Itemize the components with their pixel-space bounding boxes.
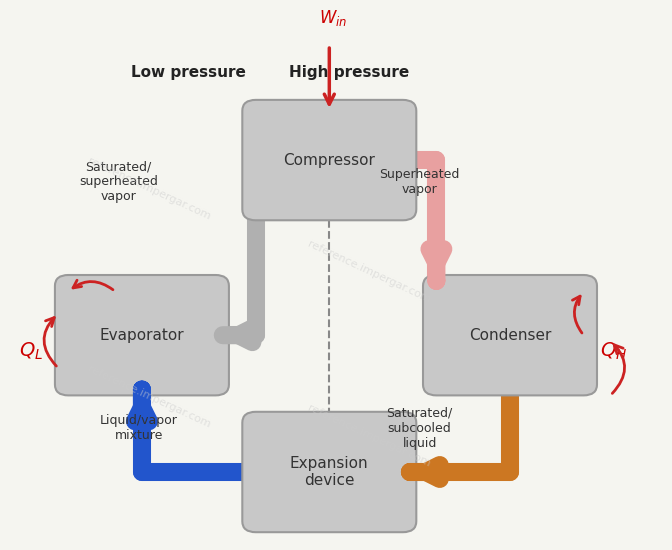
FancyBboxPatch shape [423,275,597,395]
Text: reference.impergar.com: reference.impergar.com [85,156,212,222]
Text: $W_{in}$: $W_{in}$ [319,8,347,28]
Text: Low pressure: Low pressure [131,65,246,80]
FancyBboxPatch shape [55,275,229,395]
Text: $Q_H$: $Q_H$ [600,341,628,362]
Text: Liquid/vapor
mixture: Liquid/vapor mixture [99,414,177,442]
Text: Evaporator: Evaporator [99,328,184,343]
Text: reference.impergar.com: reference.impergar.com [306,239,433,304]
FancyBboxPatch shape [243,412,417,532]
FancyBboxPatch shape [243,100,417,221]
Text: Compressor: Compressor [284,152,375,168]
Text: Saturated/
superheated
vapor: Saturated/ superheated vapor [79,161,158,204]
Text: reference.impergar.com: reference.impergar.com [85,364,212,430]
Text: Expansion
device: Expansion device [290,456,369,488]
Text: High pressure: High pressure [289,65,409,80]
Text: Condenser: Condenser [469,328,551,343]
Text: Saturated/
subcooled
liquid: Saturated/ subcooled liquid [386,406,453,450]
Text: $Q_L$: $Q_L$ [19,341,44,362]
Text: Superheated
vapor: Superheated vapor [380,168,460,196]
Text: reference.impergar.com: reference.impergar.com [306,403,433,469]
